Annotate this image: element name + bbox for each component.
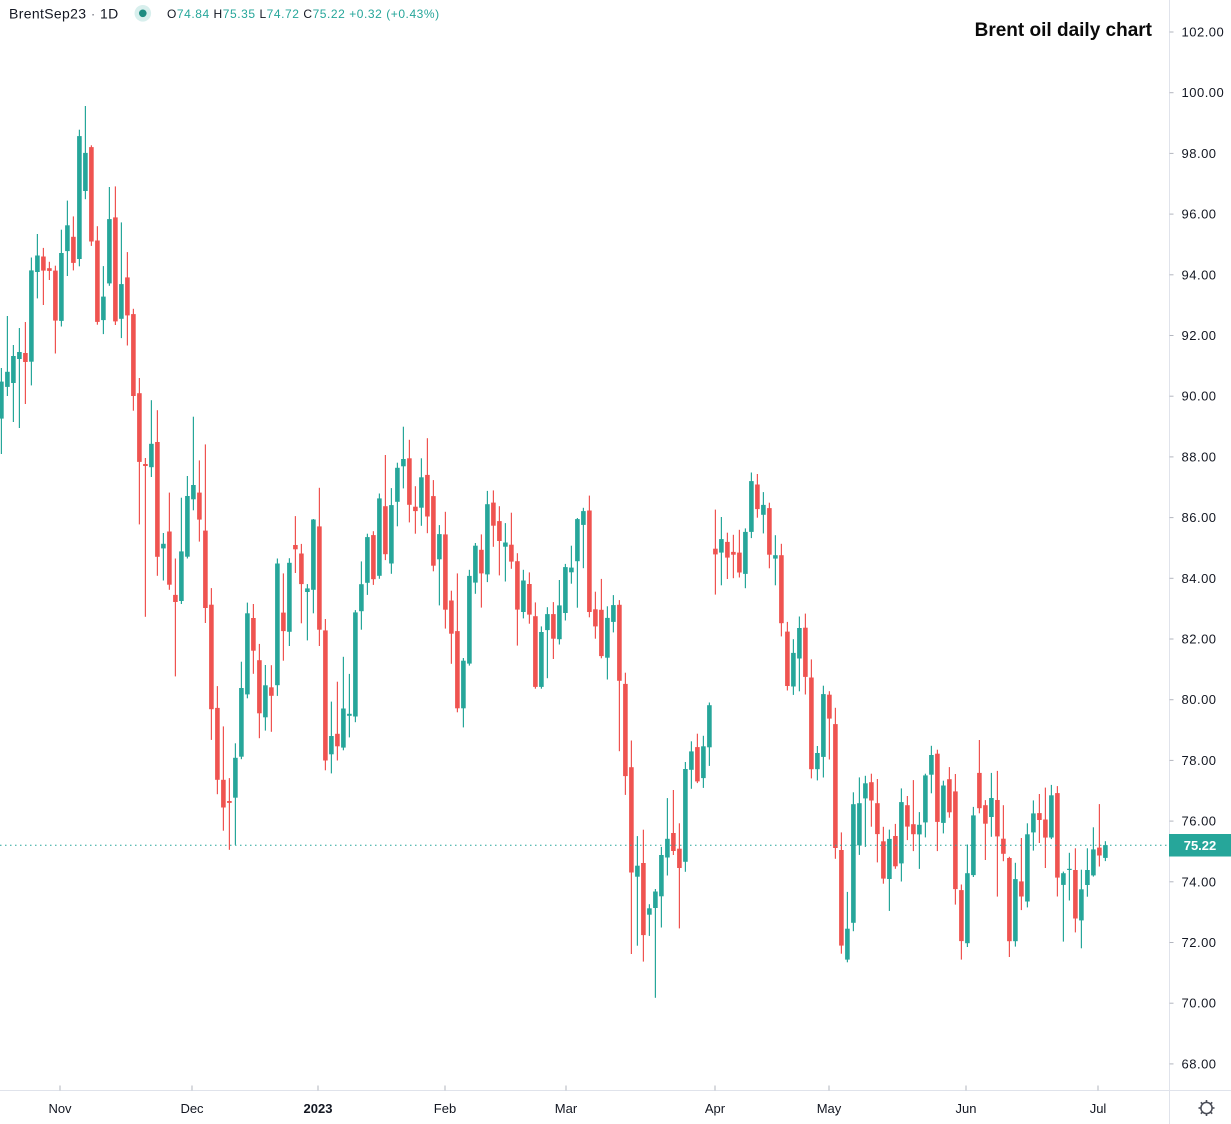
svg-text:102.00: 102.00 [1182,25,1225,40]
svg-text:70.00: 70.00 [1182,996,1217,1011]
svg-text:76.00: 76.00 [1182,814,1217,829]
svg-text:78.00: 78.00 [1182,753,1217,768]
svg-text:Mar: Mar [555,1101,578,1116]
svg-text:Nov: Nov [48,1101,72,1116]
svg-text:96.00: 96.00 [1182,207,1217,222]
svg-text:2023: 2023 [304,1101,333,1116]
svg-text:Feb: Feb [434,1101,456,1116]
svg-text:68.00: 68.00 [1182,1056,1217,1071]
svg-text:Apr: Apr [705,1101,726,1116]
svg-text:92.00: 92.00 [1182,328,1217,343]
svg-text:75.22: 75.22 [1184,838,1217,853]
svg-text:Jun: Jun [956,1101,977,1116]
svg-text:72.00: 72.00 [1182,935,1217,950]
svg-text:O74.84 H75.35 L74.72 C75.22 +0: O74.84 H75.35 L74.72 C75.22 +0.32 (+0.43… [167,7,440,21]
svg-text:90.00: 90.00 [1182,389,1217,404]
svg-text:May: May [817,1101,842,1116]
svg-text:80.00: 80.00 [1182,692,1217,707]
svg-text:Dec: Dec [180,1101,204,1116]
svg-text:88.00: 88.00 [1182,449,1217,464]
svg-text:98.00: 98.00 [1182,146,1217,161]
svg-text:86.00: 86.00 [1182,510,1217,525]
svg-text:Jul: Jul [1090,1101,1107,1116]
svg-text:84.00: 84.00 [1182,571,1217,586]
svg-text:82.00: 82.00 [1182,632,1217,647]
svg-text:74.00: 74.00 [1182,874,1217,889]
svg-text:100.00: 100.00 [1182,85,1225,100]
svg-text:BrentSep23 · 1D: BrentSep23 · 1D [9,6,119,22]
svg-text:94.00: 94.00 [1182,267,1217,282]
svg-text:Brent oil daily chart: Brent oil daily chart [975,20,1153,41]
